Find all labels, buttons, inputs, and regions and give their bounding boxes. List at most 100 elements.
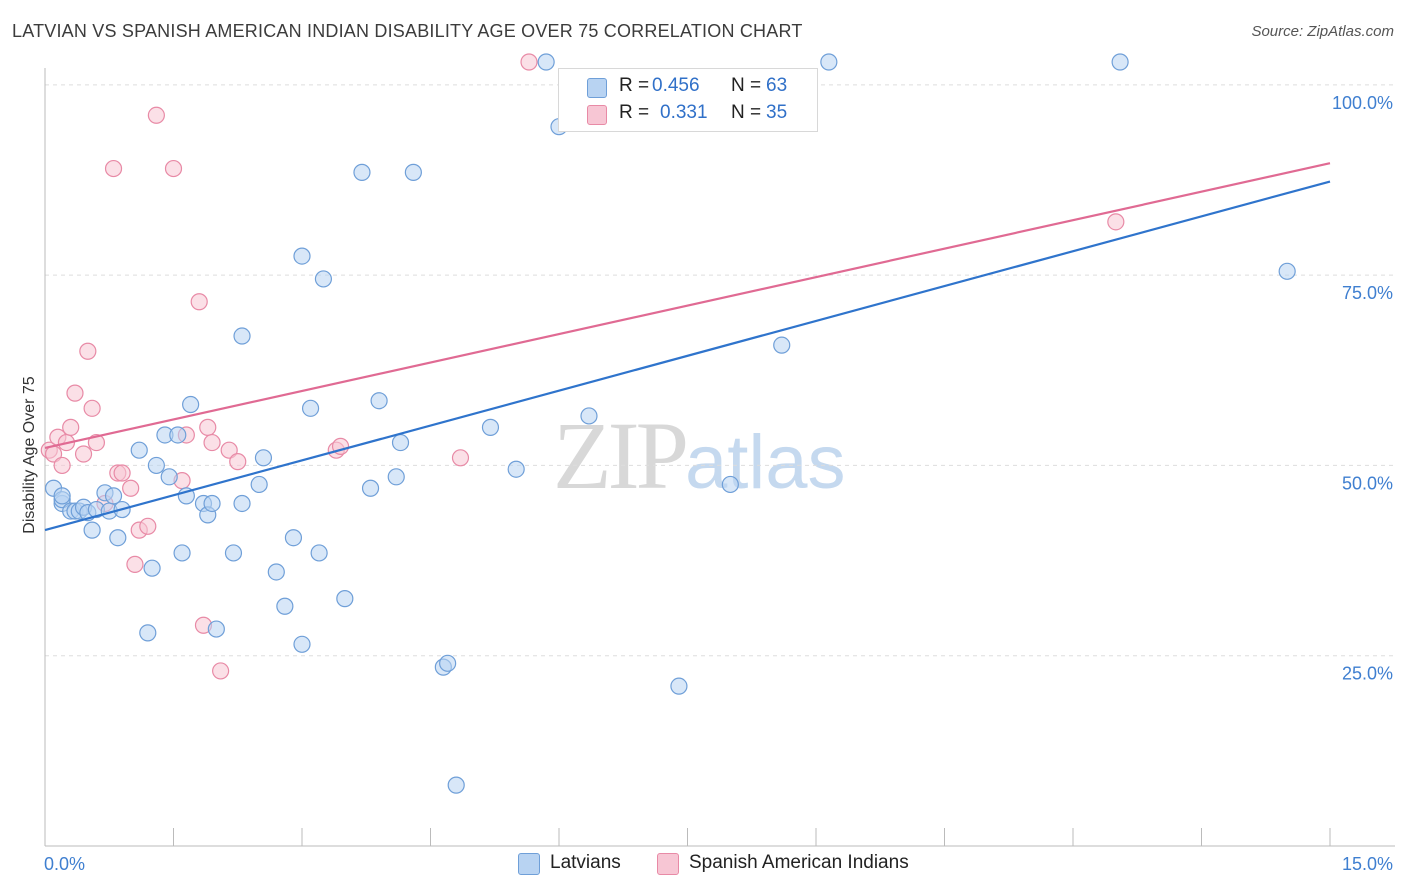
- point-latvians: [143, 559, 161, 577]
- point-latvians: [301, 399, 320, 417]
- point-latvians: [353, 163, 371, 181]
- source-credit: Source: ZipAtlas.com: [1251, 23, 1394, 40]
- point-spanish-american-indians: [113, 464, 131, 482]
- point-spanish-american-indians: [104, 159, 123, 178]
- point-spanish-american-indians: [83, 399, 101, 417]
- point-latvians: [670, 677, 688, 695]
- legend-n-value: 63: [766, 75, 788, 96]
- point-latvians: [173, 544, 191, 562]
- legend-swatch-spanish: [587, 105, 607, 125]
- point-latvians: [203, 494, 221, 513]
- x-tick-label: 0.0%: [44, 854, 85, 874]
- bottom-legend-label-latvians: Latvians: [550, 852, 621, 873]
- point-latvians: [182, 395, 200, 414]
- point-latvians: [284, 529, 303, 547]
- point-latvians: [820, 53, 838, 71]
- legend-r-value: 0.331: [660, 102, 708, 123]
- point-spanish-american-indians: [139, 517, 157, 535]
- point-latvians: [336, 590, 354, 608]
- point-latvians: [276, 597, 294, 615]
- point-latvians: [147, 456, 165, 475]
- point-spanish-american-indians: [87, 433, 106, 452]
- x-tick-label: 15.0%: [1342, 854, 1393, 874]
- point-spanish-american-indians: [74, 445, 93, 463]
- tick-labels: 25.0% 50.0% 75.0% 100.0% 0.0% 15.0%: [44, 93, 1393, 874]
- point-spanish-american-indians: [190, 293, 208, 311]
- point-spanish-american-indians: [520, 53, 538, 71]
- legend-n-label: N =: [731, 102, 762, 123]
- point-latvians: [537, 53, 555, 71]
- y-tick-label: 100.0%: [1332, 93, 1393, 113]
- point-latvians: [104, 487, 123, 505]
- point-spanish-american-indians: [199, 418, 217, 436]
- point-spanish-american-indians: [62, 418, 80, 436]
- point-latvians: [130, 441, 148, 459]
- point-latvians: [233, 327, 251, 345]
- point-spanish-american-indians: [164, 159, 183, 178]
- chart-title: LATVIAN VS SPANISH AMERICAN INDIAN DISAB…: [12, 21, 803, 41]
- point-latvians: [207, 620, 225, 638]
- point-latvians: [83, 521, 101, 539]
- correlation-legend: R = 0.456 N = 63 R = 0.331 N = 35: [558, 68, 818, 132]
- point-latvians: [139, 624, 157, 642]
- legend-n-label: N =: [731, 75, 762, 96]
- series-spanish-american-indians: [40, 53, 1125, 680]
- y-tick-label: 75.0%: [1342, 283, 1393, 303]
- y-tick-label: 50.0%: [1342, 473, 1393, 493]
- point-latvians: [404, 163, 422, 181]
- point-latvians: [250, 475, 268, 494]
- bottom-legend-swatch-latvians: [518, 853, 540, 875]
- point-spanish-american-indians: [212, 662, 230, 680]
- point-latvians: [1278, 262, 1296, 280]
- point-latvians: [160, 468, 178, 486]
- axes: [44, 68, 1395, 847]
- point-spanish-american-indians: [203, 433, 221, 452]
- point-latvians: [1111, 53, 1129, 71]
- point-latvians: [507, 460, 525, 478]
- point-latvians: [314, 270, 333, 288]
- series-latvians: [44, 53, 1296, 794]
- point-latvians: [293, 635, 311, 653]
- point-latvians: [361, 479, 380, 497]
- point-latvians: [580, 407, 598, 425]
- bottom-legend-label-spanish: Spanish American Indians: [689, 852, 909, 873]
- point-spanish-american-indians: [66, 384, 84, 402]
- y-tick-label: 25.0%: [1342, 664, 1393, 684]
- legend-swatch-latvians: [587, 78, 607, 98]
- legend-r-value: 0.456: [652, 75, 700, 96]
- bottom-legend-swatch-spanish: [657, 853, 679, 875]
- watermark-atlas: atlas: [685, 420, 846, 505]
- point-spanish-american-indians: [53, 456, 71, 475]
- point-spanish-american-indians: [126, 555, 144, 573]
- point-spanish-american-indians: [229, 453, 247, 471]
- point-latvians: [224, 544, 243, 562]
- point-latvians: [233, 494, 251, 513]
- point-latvians: [721, 475, 739, 494]
- legend-n-value: 35: [766, 102, 788, 123]
- point-latvians: [293, 247, 311, 265]
- point-latvians: [773, 336, 791, 354]
- point-latvians: [267, 563, 285, 581]
- point-spanish-american-indians: [147, 106, 165, 124]
- grid-lines: [45, 84, 1395, 657]
- point-latvians: [254, 449, 273, 467]
- point-latvians: [387, 468, 405, 486]
- watermark-zip: ZIP: [553, 402, 689, 509]
- legend-r-label: R =: [619, 75, 650, 96]
- point-spanish-american-indians: [122, 479, 140, 497]
- trend-lines: [44, 162, 1331, 532]
- point-spanish-american-indians: [220, 441, 238, 459]
- y-axis-label: Disability Age Over 75: [21, 376, 38, 534]
- point-spanish-american-indians: [79, 342, 97, 360]
- point-latvians: [391, 433, 410, 452]
- point-latvians: [370, 392, 388, 410]
- point-latvians: [439, 654, 457, 672]
- watermark: ZIPatlas: [553, 400, 846, 511]
- point-latvians: [169, 426, 187, 444]
- trend-line-spanish-american-indians: [44, 162, 1331, 449]
- point-latvians: [53, 487, 71, 505]
- point-spanish-american-indians: [451, 449, 470, 467]
- trend-line-latvians: [44, 180, 1331, 532]
- point-latvians: [447, 776, 465, 794]
